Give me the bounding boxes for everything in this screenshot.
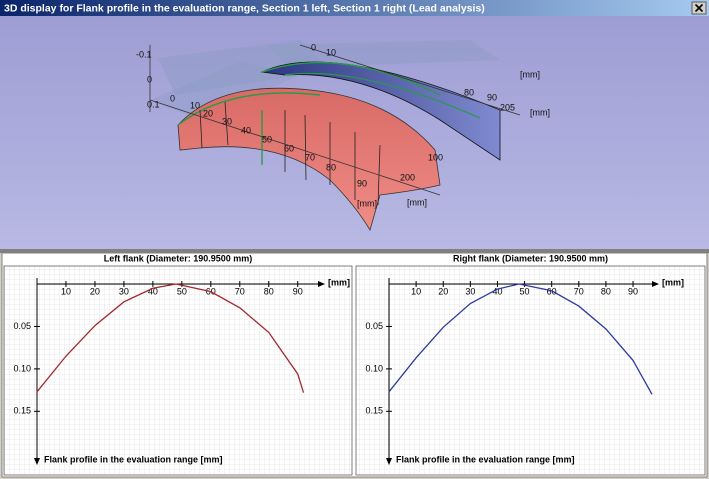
axis-label-3d: [mm] xyxy=(520,69,540,79)
axis-label-3d: [mm] xyxy=(530,107,550,117)
flank-line xyxy=(388,283,653,395)
axis-label-3d: 200 xyxy=(400,172,415,182)
x-tick-label: 50 xyxy=(177,286,187,296)
y-tick-label: 0.15 xyxy=(365,406,383,416)
x-tick-label: 40 xyxy=(148,286,158,296)
splitter[interactable] xyxy=(0,249,709,253)
x-tick-label: 80 xyxy=(264,286,274,296)
window-title: 3D display for Flank profile in the eval… xyxy=(4,2,485,14)
axis-label-3d: 80 xyxy=(464,87,474,97)
y-axis-arrow xyxy=(34,458,40,465)
axis-label-3d: 0.1 xyxy=(147,99,160,109)
surface-3d xyxy=(149,40,521,231)
y-axis-label: Flank profile in the evaluation range [m… xyxy=(44,454,223,464)
plot-background xyxy=(3,265,353,476)
x-tick-label: 90 xyxy=(628,286,638,296)
axis-label-3d: 10 xyxy=(326,47,336,57)
x-axis-label: [mm] xyxy=(328,277,350,287)
axis-label-3d: 50 xyxy=(262,134,272,144)
y-tick-label: 0.05 xyxy=(13,321,31,331)
axis-label-3d: [mm] xyxy=(407,197,427,207)
chart-title: Right flank (Diameter: 190.9500 mm) xyxy=(453,253,608,263)
close-button[interactable] xyxy=(691,1,707,15)
axis-label-3d: 80 xyxy=(326,162,336,172)
x-tick-label: 10 xyxy=(61,286,71,296)
x-tick-label: 70 xyxy=(235,286,245,296)
axis-label-3d: 0 xyxy=(311,42,316,52)
y-tick-label: 0.05 xyxy=(365,321,383,331)
axis-label-3d: 30 xyxy=(222,116,232,126)
axis-label-3d: 60 xyxy=(284,143,294,153)
x-tick-label: 70 xyxy=(574,286,584,296)
x-tick-label: 20 xyxy=(90,286,100,296)
x-tick-label: 50 xyxy=(520,286,530,296)
flank-line xyxy=(36,283,305,393)
x-tick-label: 30 xyxy=(119,286,129,296)
x-tick-label: 30 xyxy=(465,286,475,296)
axis-label-3d: 10 xyxy=(190,100,200,110)
x-axis-arrow xyxy=(318,281,325,287)
axis-label-3d: -0.1 xyxy=(136,49,152,59)
axis-label-3d: [mm] xyxy=(357,198,377,208)
axis-label-3d: 20 xyxy=(203,108,213,118)
y-tick-label: 0.10 xyxy=(365,363,383,373)
y-axis-label: Flank profile in the evaluation range [m… xyxy=(396,454,575,464)
axis-label-3d: 0 xyxy=(147,74,152,84)
y-tick-label: 0.15 xyxy=(13,406,31,416)
axis-label-3d: 40 xyxy=(241,125,251,135)
y-tick-label: 0.10 xyxy=(13,363,31,373)
x-axis-label: [mm] xyxy=(662,277,684,287)
axis-label-3d: 0 xyxy=(170,93,175,103)
x-axis-arrow xyxy=(652,281,659,287)
x-tick-label: 20 xyxy=(438,286,448,296)
axis-label-3d: 70 xyxy=(305,152,315,162)
axis-label-3d: 90 xyxy=(487,92,497,102)
chart-title: Left flank (Diameter: 190.9500 mm) xyxy=(104,253,253,263)
x-tick-label: 90 xyxy=(293,286,303,296)
x-tick-label: 40 xyxy=(492,286,502,296)
axis-label-3d: 100 xyxy=(428,152,443,162)
plot-background xyxy=(355,265,706,476)
axis-label-3d: 90 xyxy=(357,178,367,188)
title-bar xyxy=(0,0,709,16)
x-tick-label: 10 xyxy=(411,286,421,296)
y-axis-arrow xyxy=(386,458,392,465)
axis-label-3d: 205 xyxy=(500,102,515,112)
x-tick-label: 80 xyxy=(601,286,611,296)
